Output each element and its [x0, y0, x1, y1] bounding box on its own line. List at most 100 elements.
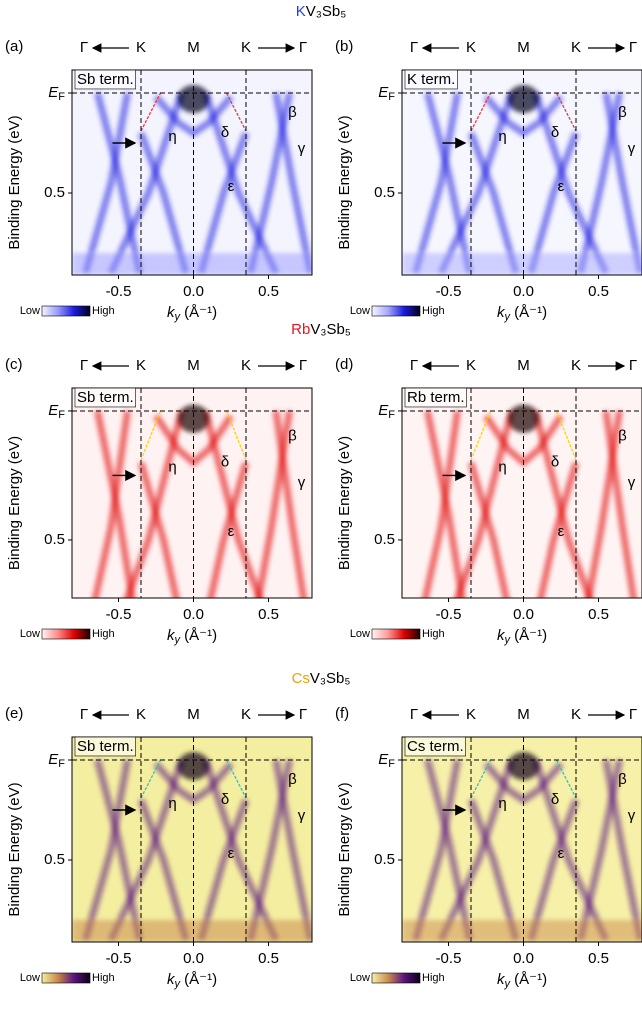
panel: K M K Γ Γ EF 0.5 -0.5 0.0 0.5 Binding Energy (eV) (… [335, 705, 642, 990]
band [137, 461, 180, 598]
band-label: β [288, 104, 297, 121]
label-main: E [48, 751, 59, 768]
band-label: η [498, 795, 506, 812]
kpoint-label: K [466, 39, 476, 56]
band-label: δ [221, 791, 229, 808]
band-label: ε [558, 523, 565, 540]
band-label: β [618, 104, 627, 121]
band [247, 92, 293, 274]
termination-box [74, 387, 136, 408]
band-label: δ [551, 454, 559, 471]
band-label: δ [221, 454, 229, 471]
band [412, 92, 461, 274]
band-label: β [618, 428, 627, 445]
colorbar [41, 305, 91, 317]
band-label: ε [558, 178, 565, 195]
band-label: η [168, 459, 176, 476]
x-tick-label: 0.0 [183, 283, 204, 300]
termination-box [404, 736, 466, 757]
band [197, 798, 250, 941]
band [82, 759, 131, 941]
kpoint-label: M [187, 357, 200, 374]
xlabel-sub: y [174, 311, 182, 323]
band [197, 131, 250, 274]
intensity-spot [507, 404, 540, 433]
panel-label: (c) [5, 356, 23, 373]
x-axis-label: ky (Å⁻¹) [497, 971, 547, 990]
heatmap [402, 70, 642, 275]
termination-label: Sb term. [77, 738, 134, 755]
guide [140, 92, 247, 132]
gamma-label: Γ [410, 39, 418, 56]
colorbar-label: High [92, 972, 115, 984]
band [424, 410, 466, 598]
colorbar-label: Low [20, 972, 40, 984]
guide [470, 92, 577, 132]
x-tick-label: -0.5 [106, 950, 132, 967]
xlabel-sub: y [504, 978, 512, 990]
kpoint-label: K [571, 357, 581, 374]
plot-frame [71, 736, 313, 943]
kpoint-label: M [517, 39, 530, 56]
x-tick-label: -0.5 [436, 283, 462, 300]
guide [140, 759, 247, 799]
y-tick-label: 0.5 [44, 184, 65, 201]
termination-box [404, 387, 467, 408]
band [424, 759, 473, 941]
x-tick-label: 0.5 [588, 283, 609, 300]
y-axis-label: Binding Energy (eV) [336, 782, 353, 916]
title-part: Rb [291, 321, 310, 338]
row-title: RbV₃Sb₅ [291, 321, 351, 338]
guide [470, 759, 577, 799]
kpoint-label: K [241, 39, 251, 56]
band-label: β [288, 428, 297, 445]
label-sub: F [58, 409, 65, 421]
x-tick-label: 0.0 [183, 950, 204, 967]
x-tick-label: 0.0 [513, 950, 534, 967]
xlabel-main: k [167, 627, 176, 644]
gamma-label: Γ [410, 706, 418, 723]
colorbar-label: Low [20, 305, 40, 317]
xlabel-main: k [167, 304, 176, 321]
intensity-spot [177, 404, 210, 433]
termination-label: K term. [407, 71, 455, 88]
band-label: δ [551, 791, 559, 808]
band [437, 758, 515, 942]
band [437, 91, 515, 275]
band [202, 410, 264, 598]
colorbar-label: High [422, 305, 445, 317]
xlabel-unit: (Å⁻¹) [510, 304, 547, 321]
band-label: η [498, 459, 506, 476]
band [247, 759, 293, 941]
kpoint-label: K [136, 706, 146, 723]
plot-frame [401, 387, 642, 599]
x-axis-label: ky (Å⁻¹) [497, 304, 547, 323]
bands [91, 404, 308, 598]
band [483, 761, 564, 805]
band-label: ε [228, 523, 235, 540]
colorbar-label: Low [20, 628, 40, 640]
band [532, 410, 594, 598]
title-part: Cs [292, 670, 310, 687]
x-axis-label: ky (Å⁻¹) [167, 627, 217, 646]
band-label: ε [228, 845, 235, 862]
panel-label: (a) [5, 38, 23, 55]
band [153, 761, 234, 805]
band [94, 759, 143, 941]
gamma-label: Γ [629, 39, 637, 56]
y-axis-label: Binding Energy (eV) [6, 115, 23, 249]
gamma-label: Γ [299, 706, 307, 723]
x-tick-label: -0.5 [106, 283, 132, 300]
title-part: V₃Sb₅ [310, 321, 351, 338]
band [467, 798, 520, 941]
colorbar [41, 628, 91, 640]
band [107, 758, 185, 942]
y-axis-label: Binding Energy (eV) [6, 782, 23, 916]
band [453, 410, 515, 598]
y-axis-label: Binding Energy (eV) [336, 436, 353, 570]
band-label: γ [628, 140, 636, 157]
band [137, 798, 190, 941]
y-tick-label: 0.5 [44, 851, 65, 868]
